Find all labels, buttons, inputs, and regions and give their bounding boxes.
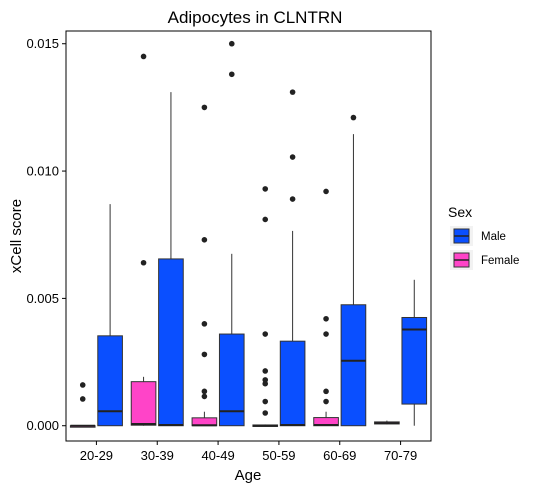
x-axis: 20-29 30-39 40-49 50-59 60-69 70-79 xyxy=(80,441,417,463)
y-axis: 0.000 0.005 0.010 0.015 xyxy=(26,36,66,433)
outlier-point xyxy=(323,331,329,337)
outlier-point xyxy=(79,396,86,402)
outlier-point xyxy=(262,216,269,223)
box-body xyxy=(130,381,157,426)
y-tick-label: 0.005 xyxy=(26,291,59,306)
x-tick-label: 60-69 xyxy=(323,448,356,463)
outlier-point xyxy=(289,196,296,202)
series-male xyxy=(97,40,428,427)
box-series xyxy=(69,40,428,428)
box-body xyxy=(279,340,306,427)
outlier-point xyxy=(262,186,269,192)
box-female xyxy=(374,420,400,425)
legend-label: Female xyxy=(481,255,519,267)
outlier-point xyxy=(323,188,329,195)
outlier-point xyxy=(228,71,235,78)
x-tick-label: 70-79 xyxy=(384,448,417,463)
outlier-point xyxy=(201,104,208,111)
box-body xyxy=(401,316,428,405)
box-male xyxy=(97,204,123,427)
outlier-point xyxy=(262,410,269,416)
outlier-point xyxy=(201,321,208,327)
x-tick-label: 30-39 xyxy=(141,448,174,463)
outlier-point xyxy=(323,388,329,395)
chart-title: Adipocytes in CLNTRN xyxy=(168,8,343,27)
legend-entries: Male Female xyxy=(450,226,519,270)
outlier-point xyxy=(262,331,269,337)
x-tick-label: 50-59 xyxy=(262,448,295,463)
outlier-point xyxy=(262,398,269,405)
box-body xyxy=(340,304,367,427)
legend-title: Sex xyxy=(448,204,472,220)
outlier-point xyxy=(228,40,235,47)
legend-item-male: Male xyxy=(450,226,506,246)
outlier-point xyxy=(140,259,147,266)
outlier-point xyxy=(323,315,329,322)
outlier-point xyxy=(350,114,357,121)
box-body xyxy=(158,258,184,427)
box-male xyxy=(158,92,184,427)
outlier-point xyxy=(201,393,208,400)
legend-item-female: Female xyxy=(450,250,519,270)
outlier-point xyxy=(201,388,208,395)
outlier-point xyxy=(201,351,208,358)
outlier-point xyxy=(79,382,86,388)
outlier-point xyxy=(289,89,296,95)
x-axis-title: Age xyxy=(235,467,262,484)
box-male xyxy=(218,40,245,427)
box-male xyxy=(279,89,306,427)
legend-label: Male xyxy=(481,231,506,243)
y-tick-label: 0.015 xyxy=(26,36,59,51)
x-tick-label: 20-29 xyxy=(80,448,113,463)
y-tick-label: 0.000 xyxy=(26,418,59,433)
outlier-point xyxy=(201,237,208,243)
legend: Sex Male Female xyxy=(448,204,519,270)
y-tick-label: 0.010 xyxy=(26,164,59,179)
series-female xyxy=(69,53,400,428)
box-female xyxy=(191,104,218,427)
outlier-point xyxy=(262,380,269,387)
y-axis-title: xCell score xyxy=(8,199,25,273)
outlier-point xyxy=(262,368,269,374)
outlier-point xyxy=(140,53,147,60)
outlier-point xyxy=(289,154,296,160)
box-female xyxy=(252,186,279,427)
box-female xyxy=(313,188,339,427)
x-tick-label: 40-49 xyxy=(201,448,234,463)
box-female xyxy=(130,53,157,426)
box-body xyxy=(97,335,123,427)
outlier-point xyxy=(323,398,329,405)
box-female xyxy=(69,382,96,428)
box-male xyxy=(340,114,367,427)
box-male xyxy=(401,279,428,426)
plot-panel xyxy=(65,30,432,442)
